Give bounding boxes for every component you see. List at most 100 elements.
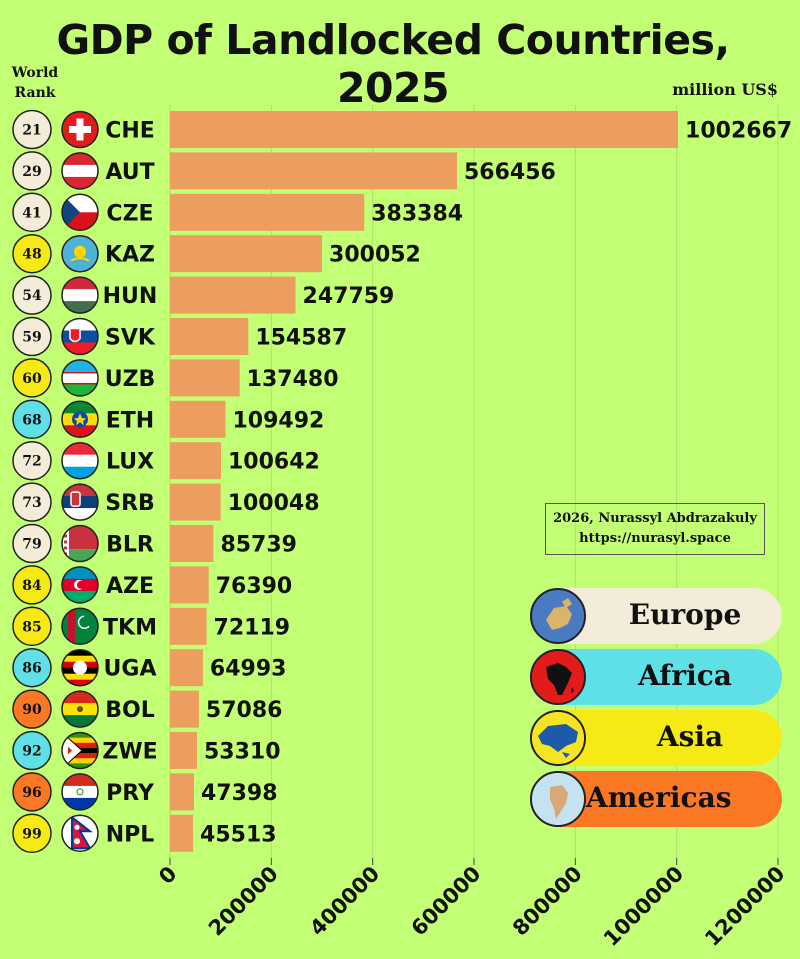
x-tick-label: 400000 [305,862,384,941]
bar-row-srb: 73 SRB 100048 [12,482,320,522]
rank-value: 68 [22,412,41,428]
data-label: 45513 [200,822,277,847]
category-label: PRY [106,781,155,806]
flag-border [61,483,99,521]
data-label: 383384 [371,201,463,226]
flag-border [61,441,99,480]
bar-row-svk: 59 SVK 154587 [12,316,347,357]
category-label: UZB [105,367,156,392]
bar [170,111,679,148]
bar-row-hun: 54 HUN 247759 [12,275,394,315]
rank-value: 92 [22,744,41,760]
africa-globe-icon [530,649,586,705]
flag-part [62,649,98,657]
flag-border [61,317,99,356]
flag-border [61,648,99,687]
category-label: CZE [106,201,153,226]
flag-part [64,546,67,550]
rank-badge [12,565,52,605]
credit-line1: 2026, Nurassyl Abdrazakuly [553,511,757,526]
rank-badge [12,482,52,522]
rank-value: 48 [22,247,41,263]
flag-part [62,371,98,374]
rank-badge [12,233,52,274]
flag-part [74,824,80,830]
bar-row-blr: 79 BLR 85739 [12,523,297,564]
rank-value: 85 [22,619,41,635]
flag-part [74,838,80,845]
data-label: 64993 [210,657,287,682]
flag-border [61,607,99,646]
flag-part [62,194,80,231]
x-tick-label: 200000 [204,862,283,941]
flag-part [62,164,98,178]
category-label: ZWE [102,740,157,765]
legend-label-asia: Asia [656,720,724,753]
kazakhstan-flag-icon [62,235,98,272]
bar [170,649,203,687]
rank-value: 21 [22,123,41,139]
bar [170,566,209,604]
rank-value: 86 [22,661,41,677]
flag-border [61,814,99,853]
category-label: HUN [103,284,158,309]
bar-row-uzb: 60 UZB 137480 [12,358,339,398]
flag-part [69,126,91,133]
flag-part [62,691,98,704]
flag-part [62,289,98,302]
bar [170,607,207,645]
flag-part [74,413,86,426]
category-label: SRB [105,491,155,516]
rank-value: 54 [22,288,42,304]
data-label: 57086 [206,698,283,723]
legend-label-europe: Europe [628,598,742,631]
bar [170,318,249,355]
rank-value: 99 [22,826,41,842]
rank-badge [12,689,52,729]
bar [170,359,240,397]
flag-border [61,731,99,770]
uganda-flag-icon [62,649,98,686]
flag-part [64,534,67,538]
flag-part [62,673,98,681]
data-label: 137480 [247,367,339,392]
data-label: 72119 [214,615,291,640]
rank-value: 73 [22,495,41,511]
category-label: BOL [105,698,155,723]
rank-badge [12,772,52,812]
bar-row-aze: 84 AZE 76390 [12,565,292,605]
flag-part [69,327,81,343]
unit-label: million US$ [672,80,778,99]
rank-value: 41 [22,205,41,221]
flag-part [62,679,98,686]
flag-part [76,788,84,796]
flag-part [62,566,98,580]
bar-row-che: 21 CHE 1002667 [12,109,792,150]
category-label: UGA [104,657,157,682]
flag-part [68,746,72,755]
data-label: 1002667 [685,119,792,144]
flag-part [62,773,98,787]
bar [170,732,198,769]
bar [170,152,458,190]
flag-part [77,615,90,629]
rank-badge [12,730,52,771]
switzerland-flag-icon [62,111,98,148]
rank-value: 96 [22,785,41,801]
flag-part [62,152,98,166]
bar-row-aut: 29 AUT 566456 [12,151,556,191]
category-label: SVK [105,326,156,351]
bar [170,193,365,231]
flag-border [61,234,99,273]
flag-part [77,580,85,589]
bar-row-tkm: 85 TKM 72119 [12,606,291,647]
rank-badge [12,109,52,150]
rank-value: 60 [22,371,42,387]
flag-border [61,193,99,232]
chart-title: GDP of Landlocked Countries, 2025 [56,16,730,112]
bar-row-npl: 99 NPL 45513 [12,813,277,854]
flag-part [70,257,90,262]
rank-value: 84 [22,578,42,594]
flag-part [62,277,98,290]
x-tick-label: 1000000 [599,862,688,951]
